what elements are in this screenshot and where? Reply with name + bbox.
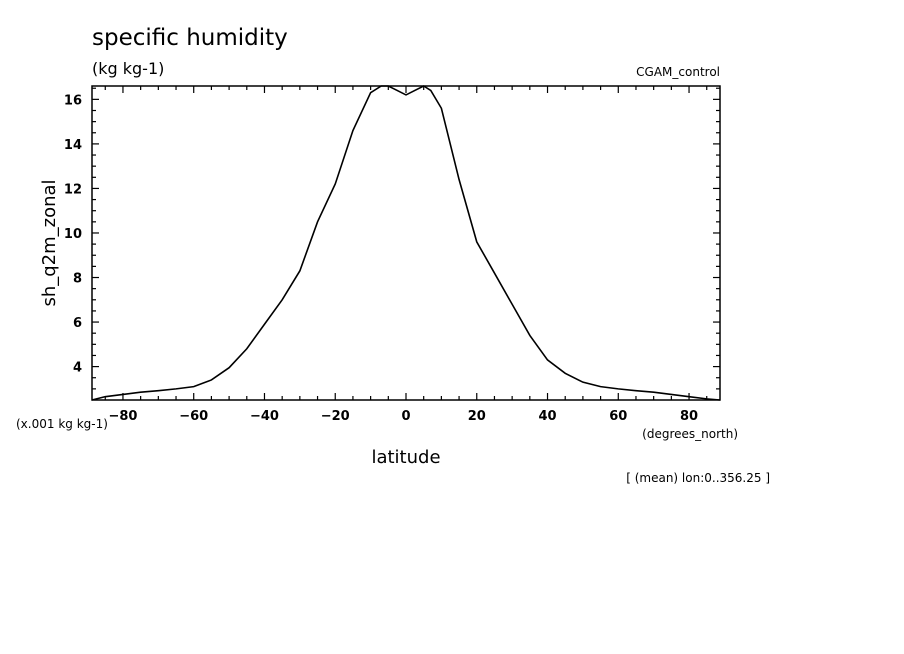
dataset-label: CGAM_control xyxy=(636,65,720,79)
series-line xyxy=(91,85,721,401)
x-tick-label: 20 xyxy=(468,409,486,424)
y-tick-label: 16 xyxy=(64,93,82,108)
y-axis-ticks: 4 6 8 10 12 14 16 xyxy=(64,87,720,390)
x-axis-label: latitude xyxy=(371,447,440,468)
y-tick-label: 12 xyxy=(64,182,82,197)
x-tick-label: −80 xyxy=(108,409,137,424)
y-tick-label: 6 xyxy=(73,316,82,331)
y-tick-label: 10 xyxy=(64,227,82,242)
x-units-label: (degrees_north) xyxy=(642,427,738,441)
x-axis-ticks: −80 −60 −40 −20 0 20 40 60 80 xyxy=(104,86,708,424)
x-tick-label: 60 xyxy=(609,409,627,424)
x-tick-label: −60 xyxy=(179,409,208,424)
chart-units: (kg kg-1) xyxy=(92,59,164,78)
y-tick-label: 8 xyxy=(73,272,82,287)
x-tick-label: 80 xyxy=(680,409,698,424)
x-tick-label: 0 xyxy=(401,409,410,424)
y-tick-label: 4 xyxy=(73,361,82,376)
y-tick-label: 14 xyxy=(64,138,82,153)
x-tick-label: 40 xyxy=(538,409,556,424)
x-tick-label: −40 xyxy=(250,409,279,424)
x-tick-label: −20 xyxy=(321,409,350,424)
y-axis-label: sh_q2m_zonal xyxy=(39,179,60,306)
plot-frame xyxy=(91,85,721,401)
footnote: [ (mean) lon:0..356.25 ] xyxy=(626,471,770,485)
chart-title: specific humidity xyxy=(92,25,288,51)
y-scale-note: (x.001 kg kg-1) xyxy=(16,417,108,431)
